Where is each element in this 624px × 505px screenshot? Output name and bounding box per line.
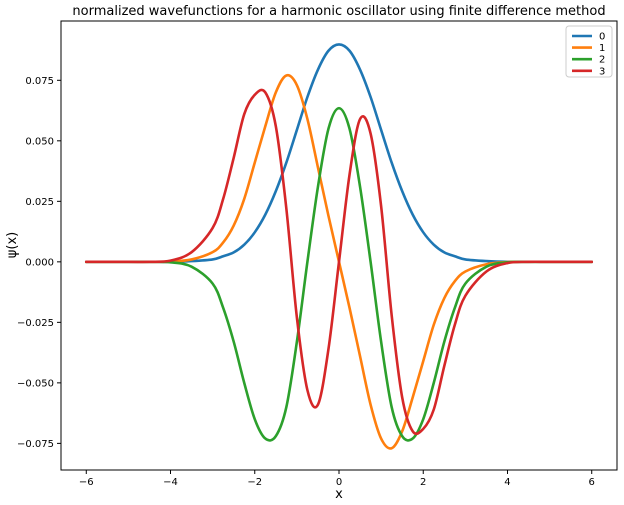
- x-tick-label: 6: [589, 477, 595, 488]
- y-tick-label: −0.025: [17, 318, 54, 329]
- x-tick-label: −2: [247, 477, 262, 488]
- x-axis-label: x: [335, 487, 343, 502]
- plot-area: −6 −4 −2 0 2 4 6 −0.075 −0.050 −0.025 0.000 0.025 0…: [17, 20, 618, 488]
- legend-label-0: 0: [599, 32, 605, 43]
- series-layer: [84, 43, 594, 450]
- series-line-3: [84, 88, 594, 436]
- plot-frame: [60, 20, 618, 471]
- y-tick-label: 0.050: [25, 136, 54, 147]
- x-tick-label: 4: [504, 477, 510, 488]
- x-tick-label: 0: [336, 477, 342, 488]
- y-tick-label: 0.000: [25, 257, 54, 268]
- legend-label-2: 2: [599, 55, 605, 66]
- y-axis-label: ψ(x): [5, 232, 20, 258]
- legend-label-1: 1: [599, 43, 605, 54]
- y-tick-label: 0.075: [25, 76, 54, 87]
- legend-label-3: 3: [599, 66, 605, 77]
- x-tick-label: −6: [79, 477, 94, 488]
- x-tick-label: 2: [420, 477, 426, 488]
- y-tick-label: −0.075: [17, 439, 54, 450]
- legend-box: [565, 25, 613, 78]
- y-tick-label: −0.050: [17, 378, 54, 389]
- x-ticks: −6 −4 −2 0 2 4 6: [79, 470, 595, 488]
- chart-title: normalized wavefunctions for a harmonic …: [72, 4, 605, 19]
- y-ticks: −0.075 −0.050 −0.025 0.000 0.025 0.050 0.075: [17, 76, 61, 450]
- series-line-0: [84, 43, 594, 264]
- series-line-2: [84, 106, 594, 442]
- y-tick-label: 0.025: [25, 197, 54, 208]
- x-tick-label: −4: [163, 477, 178, 488]
